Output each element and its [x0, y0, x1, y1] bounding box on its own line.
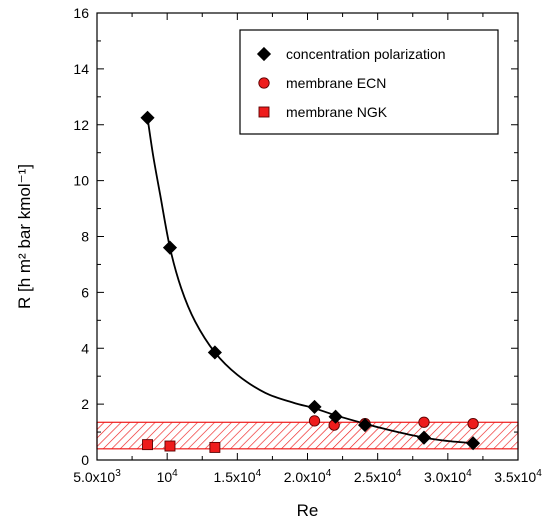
legend-label-2: membrane NGK: [286, 104, 388, 120]
x-tick-label-6: 3.5x104: [494, 468, 542, 485]
y-tick-label-4: 8: [81, 229, 89, 245]
legend-marker-diamond: [256, 46, 272, 62]
y-tick-label-3: 6: [81, 284, 89, 300]
legend-marker-circle: [258, 77, 270, 89]
data-point-diamond-1: [162, 240, 178, 255]
y-tick-label-6: 12: [73, 117, 89, 133]
y-axis-title: R [h m² bar kmol⁻¹]: [15, 164, 34, 309]
fit-curve-line: [146, 117, 474, 445]
y-tick-label-0: 0: [81, 452, 89, 468]
x-tick-label-4: 2.5x104: [354, 468, 402, 485]
hatched-band-layer: [96, 421, 519, 450]
x-tick-label-3: 2.0x104: [284, 468, 332, 485]
data-point-circle-4: [467, 418, 479, 430]
y-tick-label-2: 4: [81, 340, 89, 356]
x-axis-title: Re: [297, 501, 319, 520]
data-point-diamond-6: [416, 430, 432, 445]
data-point-square-2: [209, 441, 221, 453]
legend-box: [239, 29, 499, 135]
data-point-diamond-5: [357, 418, 373, 433]
data-point-circle-3: [418, 416, 430, 428]
fit-curve-layer: [146, 117, 474, 445]
legend-label-0: concentration polarization: [286, 46, 446, 62]
x-tick-label-5: 3.0x104: [424, 468, 472, 485]
y-tick-label-1: 2: [81, 396, 89, 412]
legend-label-1: membrane ECN: [286, 75, 386, 91]
data-point-diamond-2: [207, 345, 222, 360]
y-tick-label-5: 10: [73, 173, 89, 189]
data-point-diamond-4: [328, 409, 343, 424]
data-points-layer: [140, 110, 481, 453]
data-point-square-0: [142, 439, 153, 451]
x-tick-label-1: 104: [157, 468, 179, 485]
data-point-diamond-7: [466, 436, 481, 451]
legend-marker-square: [258, 106, 270, 118]
y-tick-label-7: 14: [73, 61, 89, 77]
data-point-diamond-0: [140, 110, 155, 125]
legend: concentration polarization membrane ECN me…: [239, 29, 499, 135]
axes-layer: 5.0x103 104 1.5x104 2.0x104 2.5x104 3.0x104 3.…: [15, 5, 542, 520]
x-tick-label-2: 1.5x104: [214, 468, 262, 485]
x-tick-label-0: 5.0x103: [73, 468, 121, 485]
data-point-circle-0: [308, 415, 321, 427]
hatched-band: [96, 421, 519, 450]
y-tick-label-8: 16: [73, 5, 89, 21]
data-point-diamond-3: [307, 399, 322, 414]
data-point-square-1: [164, 440, 176, 452]
